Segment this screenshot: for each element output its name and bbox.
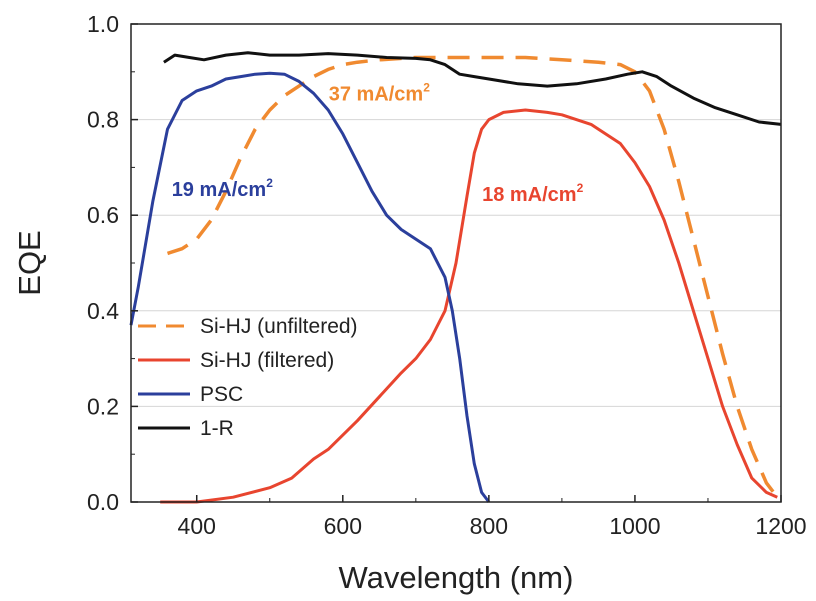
x-tick-label: 600 <box>324 513 362 539</box>
annotation-label: 18 mA/cm2 <box>482 181 584 206</box>
y-tick-label: 0.4 <box>87 298 119 324</box>
annotation-superscript: 2 <box>423 80 430 94</box>
annotation-superscript: 2 <box>577 181 584 195</box>
annotation-text: 18 mA/cm <box>482 184 577 206</box>
legend-label: Si-HJ (filtered) <box>200 349 334 372</box>
legend-label: 1-R <box>200 417 234 440</box>
y-tick-label: 0.0 <box>87 489 119 515</box>
x-tick-label: 1200 <box>755 513 806 539</box>
x-axis-title: Wavelength (nm) <box>339 560 574 595</box>
y-tick-label: 0.2 <box>87 393 119 419</box>
x-tick-label: 400 <box>178 513 216 539</box>
annotation-text: 37 mA/cm <box>329 83 424 105</box>
y-tick-label: 0.8 <box>87 107 119 133</box>
y-tick-label: 1.0 <box>87 11 119 37</box>
series-line-1-r <box>163 51 782 126</box>
series-line-psc <box>129 71 491 503</box>
y-axis-title: EQE <box>12 230 47 295</box>
legend: Si-HJ (unfiltered) Si-HJ (filtered) PSC 1-R <box>138 315 358 440</box>
series-line-si-hj-unfiltered <box>166 55 779 499</box>
series-lines <box>129 51 782 504</box>
axis-ticks: 0.0 0.2 0.4 0.6 0.8 1.0 400 600 800 1000 1200 <box>87 11 807 539</box>
y-tick-label: 0.6 <box>87 202 119 228</box>
annotation-label: 37 mA/cm2 <box>329 80 431 105</box>
series-line-si-hj-filtered <box>160 108 778 504</box>
annotation-superscript: 2 <box>266 176 273 190</box>
x-tick-label: 1000 <box>609 513 660 539</box>
x-tick-label: 800 <box>470 513 508 539</box>
legend-label: PSC <box>200 383 243 406</box>
legend-label: Si-HJ (unfiltered) <box>200 315 358 338</box>
annotation-label: 19 mA/cm2 <box>172 176 273 201</box>
annotation-text: 19 mA/cm <box>172 179 267 201</box>
